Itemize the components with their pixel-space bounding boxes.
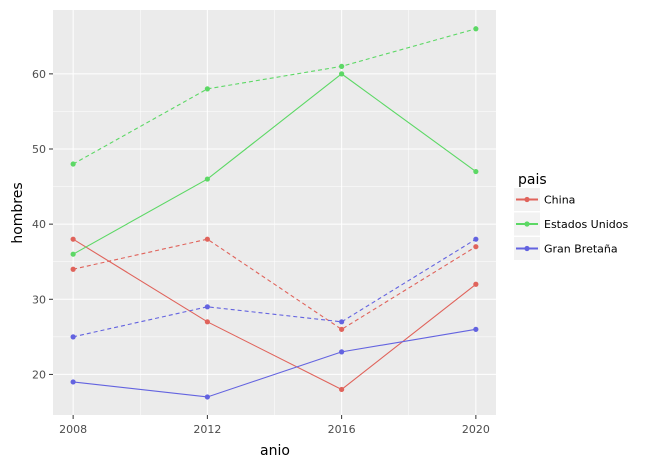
data-point-china [70, 236, 76, 242]
minor-gridlines [53, 10, 496, 415]
data-point-gran-breta-a [204, 304, 210, 310]
legend-label: Gran Bretaña [544, 243, 618, 256]
data-point-china [473, 281, 479, 287]
data-point-estados-unidos [473, 168, 479, 175]
data-point-gran-breta-a [204, 394, 210, 400]
y-axis-title: hombres [10, 182, 26, 243]
data-point-gran-breta-a [339, 319, 345, 325]
data-point-gran-breta-a [70, 379, 76, 385]
series-line-china-dashed [73, 238, 477, 330]
x-tick-label: 2012 [193, 423, 221, 436]
tick-labels: 20 30 40 50 60 2008 2012 2016 2020 [32, 68, 490, 436]
series-line-gran-breta-a-solid [73, 328, 476, 398]
data-point-gran-breta-a [339, 349, 345, 355]
y-tick-label: 60 [32, 68, 46, 81]
axis-ticks [49, 73, 477, 419]
data-point-estados-unidos [204, 176, 210, 182]
data-point-china [473, 244, 479, 250]
x-tick-label: 2016 [328, 423, 356, 436]
legend-key-point [524, 245, 530, 252]
legend-key-point [524, 196, 530, 203]
major-gridlines [53, 10, 496, 415]
legend-title: pais [518, 172, 547, 188]
data-point-gran-breta-a [70, 334, 76, 340]
series-line-estados-unidos-dashed [72, 28, 477, 165]
series-line-gran-breta-a-dashed [73, 238, 477, 338]
y-tick-label: 40 [32, 218, 46, 231]
legend: pais China Estados Unidos Gran Bretaña [514, 172, 628, 260]
data-point-china [339, 386, 345, 393]
y-tick-label: 20 [32, 368, 46, 381]
y-tick-label: 50 [32, 143, 46, 156]
legend-label: Estados Unidos [544, 218, 628, 231]
data-point-china [70, 266, 76, 272]
legend-key-point [524, 221, 530, 227]
data-point-china [339, 326, 345, 332]
data-point-estados-unidos [339, 63, 345, 69]
series-line-china-solid [72, 238, 477, 391]
x-axis-title: anio [260, 443, 290, 459]
data-point-gran-breta-a [473, 326, 479, 332]
data-point-estados-unidos [70, 251, 76, 257]
series-line-estados-unidos-solid [72, 73, 477, 255]
series-points [70, 26, 479, 400]
data-point-china [204, 236, 210, 242]
data-point-estados-unidos [70, 161, 76, 167]
data-point-estados-unidos [204, 86, 210, 92]
data-point-estados-unidos [339, 71, 345, 77]
data-point-china [204, 319, 210, 325]
y-tick-label: 30 [32, 293, 46, 306]
legend-items: China Estados Unidos Gran Bretaña [514, 188, 628, 260]
data-point-gran-breta-a [473, 236, 479, 242]
data-point-estados-unidos [473, 26, 479, 32]
series-lines [72, 28, 477, 398]
x-tick-label: 2008 [59, 423, 87, 436]
x-tick-label: 2020 [462, 423, 490, 436]
legend-label: China [544, 194, 575, 207]
